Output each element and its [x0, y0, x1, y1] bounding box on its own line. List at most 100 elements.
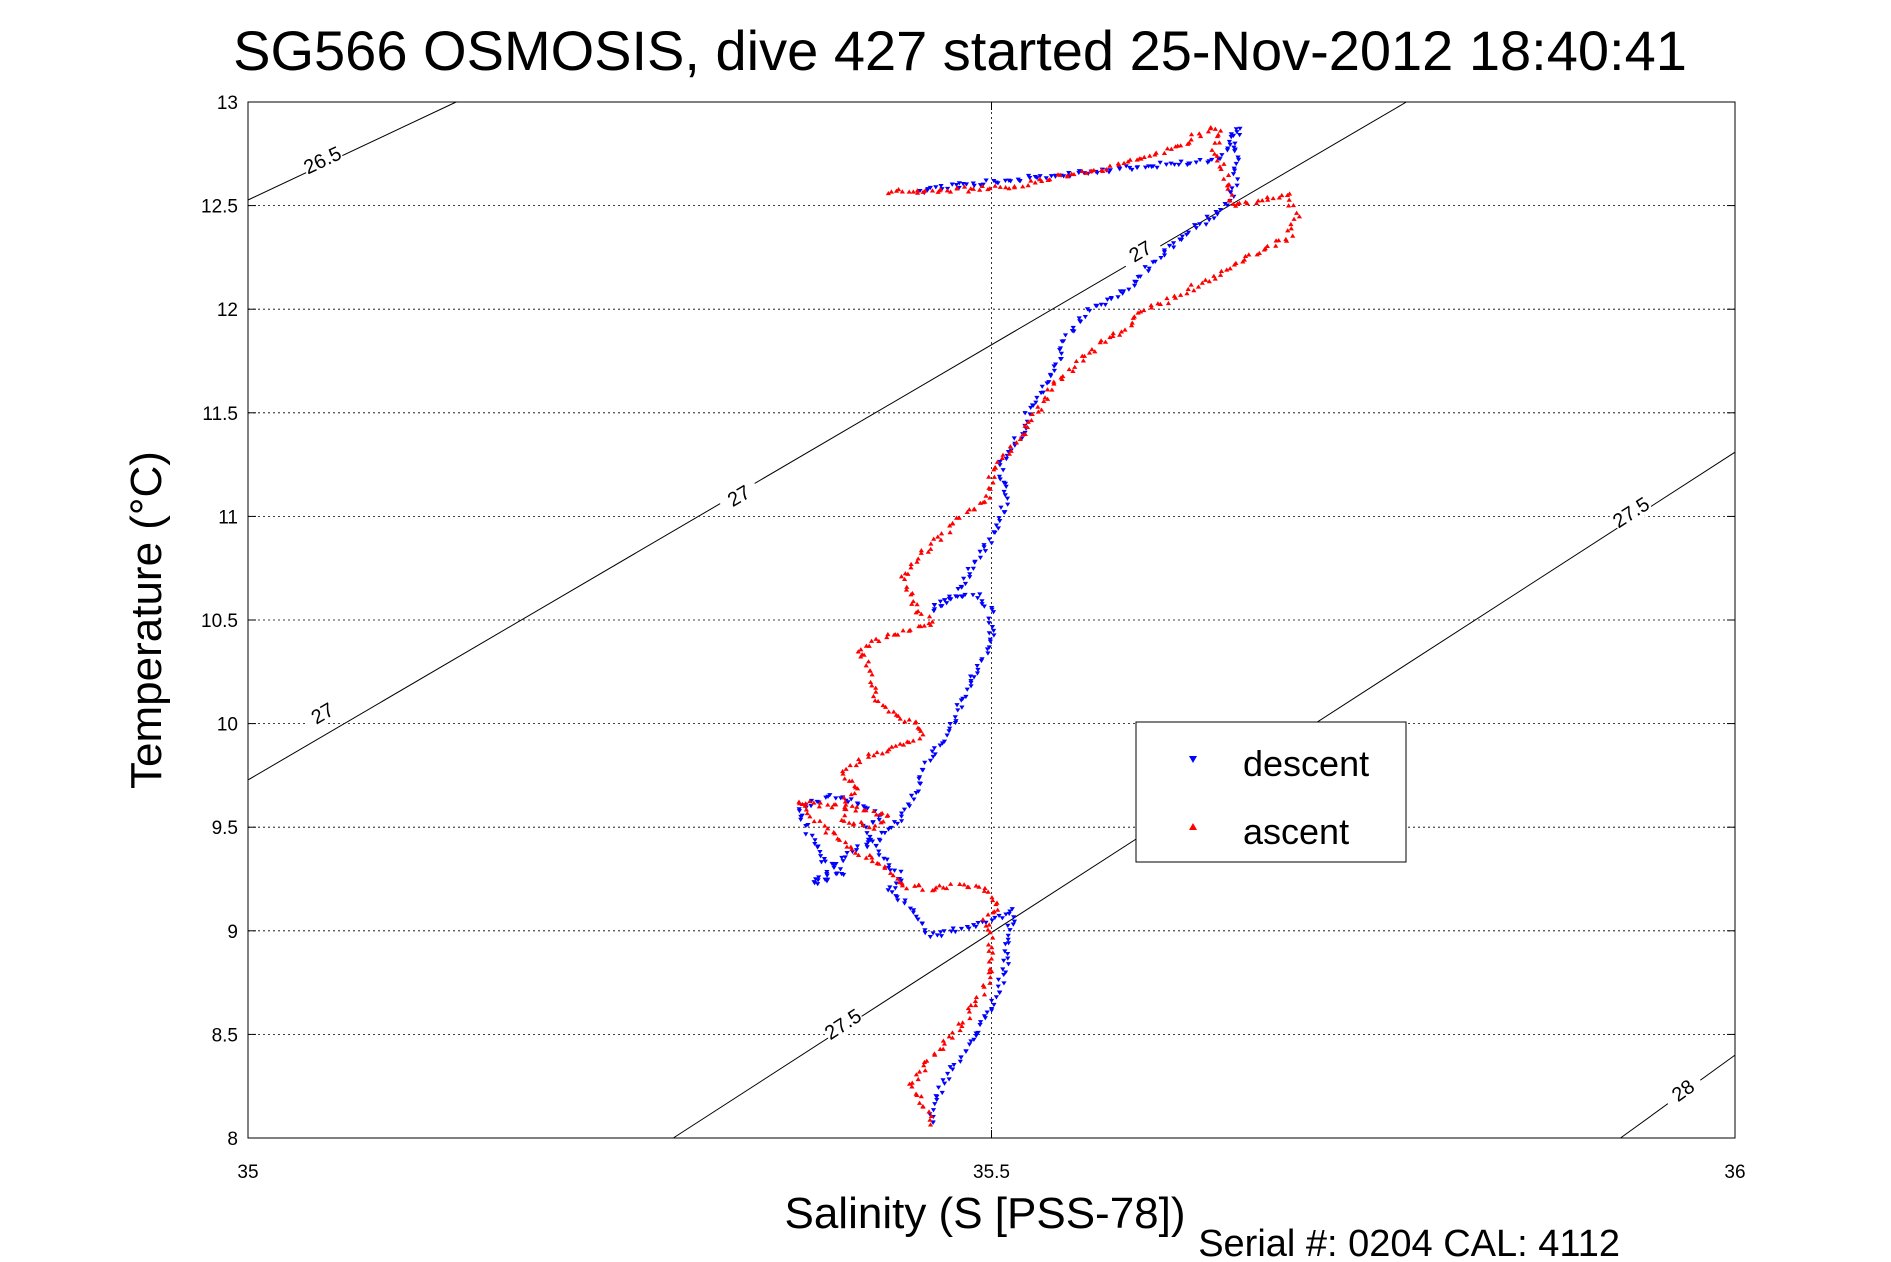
descent-point — [1197, 157, 1203, 163]
ascent-point — [1066, 366, 1072, 372]
ascent-point — [913, 1091, 919, 1096]
descent-point — [973, 1033, 979, 1039]
descent-point — [1060, 339, 1067, 344]
ascent-point — [902, 571, 908, 576]
descent-point — [931, 746, 937, 751]
ascent-point — [1073, 358, 1079, 364]
descent-point — [1084, 307, 1091, 312]
x-tick-label: 35 — [237, 1162, 258, 1183]
ascent-point — [817, 800, 823, 805]
descent-point — [915, 917, 921, 922]
descent-point — [984, 1010, 990, 1015]
legend-box — [1135, 721, 1407, 863]
descent-point — [796, 809, 803, 814]
descent-point — [1235, 177, 1241, 182]
ascent-point — [1008, 448, 1014, 453]
descent-point — [933, 185, 939, 190]
ascent-point — [926, 1109, 932, 1114]
ascent-point — [1294, 210, 1300, 215]
ascent-point — [1188, 137, 1194, 142]
ascent-point — [1185, 141, 1191, 146]
ascent-point — [895, 187, 902, 192]
descent-point — [1076, 170, 1082, 176]
descent-point — [1129, 167, 1135, 173]
ascent-point — [1286, 197, 1292, 202]
descent-point — [1232, 168, 1238, 173]
descent-point — [940, 1078, 946, 1083]
ascent-point — [823, 830, 829, 835]
ascent-point — [1138, 309, 1144, 314]
ascent-point — [889, 744, 895, 749]
descent-point — [1236, 157, 1242, 162]
descent-point — [993, 523, 1000, 528]
ascent-point — [842, 776, 848, 781]
descent-point — [927, 758, 934, 763]
descent-point — [975, 667, 981, 673]
ascent-point — [842, 799, 848, 804]
ascent-point — [1212, 140, 1218, 145]
descent-point — [891, 868, 898, 873]
descent-point — [887, 868, 893, 873]
ascent-point — [935, 534, 941, 539]
descent-point — [1005, 937, 1011, 942]
descent-point — [1076, 316, 1082, 321]
ascent-point — [981, 992, 988, 997]
descent-point — [920, 768, 926, 773]
descent-point — [952, 929, 958, 935]
ascent-point — [1038, 407, 1045, 412]
ascent-point — [938, 537, 944, 542]
descent-point — [974, 664, 980, 669]
ascent-point — [1284, 192, 1291, 198]
ascent-point — [986, 474, 992, 479]
descent-point — [812, 838, 818, 843]
ascent-point — [848, 792, 854, 797]
ascent-point — [946, 1034, 952, 1039]
descent-point — [1070, 325, 1076, 331]
ascent-point — [977, 187, 983, 192]
descent-point — [966, 1042, 973, 1047]
ascent-point — [928, 1113, 934, 1118]
descent-point — [1230, 172, 1237, 177]
descent-point — [1047, 372, 1053, 378]
ascent-point — [914, 602, 920, 607]
descent-point — [887, 885, 893, 890]
descent-point — [983, 178, 989, 183]
descent-point — [1001, 981, 1007, 986]
descent-point — [991, 633, 997, 638]
contour-label-background — [1607, 490, 1654, 533]
ascent-point — [1218, 128, 1224, 133]
descent-point — [989, 1007, 995, 1012]
descent-point — [937, 599, 944, 604]
descent-point — [1005, 951, 1011, 957]
ascent-point — [909, 601, 915, 606]
descent-point — [1007, 909, 1013, 914]
ascent-point — [1215, 132, 1221, 137]
descent-point — [938, 184, 944, 189]
descent-point — [808, 804, 814, 809]
descent-point — [967, 575, 973, 580]
ascent-point — [986, 922, 992, 927]
ascent-point — [1218, 268, 1225, 273]
y-tick-label: 9 — [227, 922, 238, 943]
descent-point — [989, 607, 995, 612]
descent-point — [1039, 384, 1045, 389]
ascent-point — [854, 804, 860, 809]
descent-point — [898, 869, 904, 874]
descent-point — [1226, 139, 1233, 145]
descent-point — [1048, 174, 1054, 179]
ascent-point — [909, 1080, 915, 1085]
ascent-point — [1199, 280, 1205, 285]
ascent-point — [960, 1020, 966, 1025]
ascent-point — [852, 790, 858, 796]
descent-point — [981, 543, 987, 548]
ascent-point — [869, 858, 875, 864]
descent-point — [968, 1039, 974, 1044]
ascent-point — [949, 1030, 956, 1035]
ascent-point — [876, 638, 882, 643]
ascent-point — [933, 885, 939, 890]
ascent-point — [921, 1059, 928, 1064]
plot-background — [248, 102, 1735, 1138]
ascent-point — [925, 549, 931, 554]
descent-point — [996, 474, 1003, 479]
ascent-point — [929, 619, 935, 624]
